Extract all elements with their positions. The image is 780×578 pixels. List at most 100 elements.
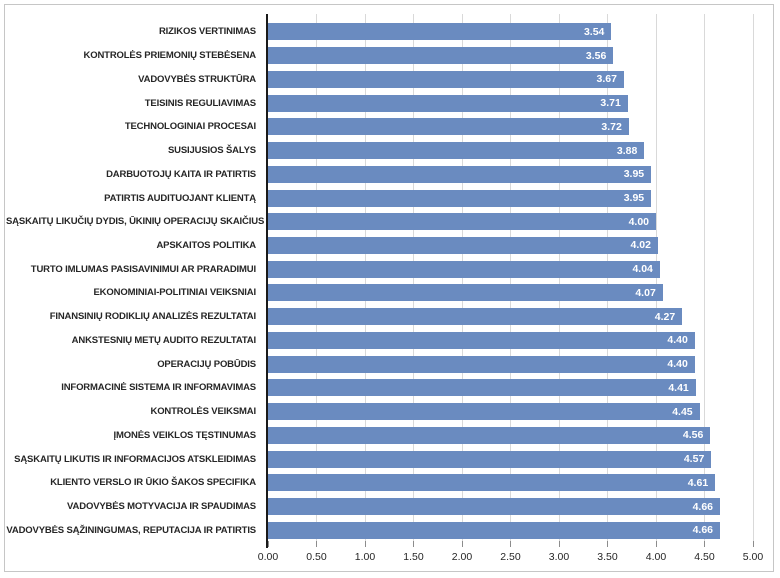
gridline xyxy=(413,14,414,546)
bar: 4.04 xyxy=(268,260,660,278)
bar: 3.71 xyxy=(268,94,628,112)
bar-row: TURTO IMLUMAS PASISAVINIMUI AR PRARADIMU… xyxy=(6,257,753,281)
x-tick-label: 3.50 xyxy=(597,551,618,563)
bar-row: OPERACIJŲ POBŪDIS 4.40 xyxy=(6,352,753,376)
bar-track: 4.27 xyxy=(268,308,753,326)
bar: 4.27 xyxy=(268,308,683,326)
bar-rows: RIZIKOS VERTINIMAS 3.54 KONTROLĖS PRIEMONI… xyxy=(6,20,753,542)
bar-value-label: 4.41 xyxy=(668,381,689,394)
bar: 3.67 xyxy=(268,70,624,88)
bar-track: 4.00 xyxy=(268,213,753,231)
bar-track: 3.72 xyxy=(268,118,753,136)
bar-track: 4.66 xyxy=(268,498,753,516)
category-label: FINANSINIŲ RODIKLIŲ ANALIZĖS REZULTATAI xyxy=(49,311,256,323)
gridline xyxy=(510,14,511,546)
bar: 3.95 xyxy=(268,165,652,183)
bar-value-label: 4.02 xyxy=(630,239,651,252)
bar-row: VADOVYBĖS STRUKTŪRA 3.67 xyxy=(6,67,753,91)
bar: 4.07 xyxy=(268,284,663,302)
tick-mark xyxy=(752,541,754,547)
category-label: ĮMONĖS VEIKLOS TĘSTINUMAS xyxy=(113,429,257,441)
bar: 3.56 xyxy=(268,47,614,65)
bar-value-label: 4.00 xyxy=(628,215,649,228)
bar-track: 4.66 xyxy=(268,521,753,539)
axis-tick-marks xyxy=(267,541,754,547)
gridline xyxy=(364,14,366,546)
bar-row: FINANSINIŲ RODIKLIŲ ANALIZĖS REZULTATAI 4… xyxy=(6,305,753,329)
bar: 4.40 xyxy=(268,355,695,373)
bar: 4.45 xyxy=(268,403,700,421)
bar-value-label: 3.95 xyxy=(623,168,645,181)
x-tick-label: 0.50 xyxy=(306,551,327,563)
x-tick-label: 0.00 xyxy=(257,551,279,563)
bar-value-label: 4.07 xyxy=(635,286,656,299)
bar: 4.56 xyxy=(268,426,711,444)
bar-value-label: 4.04 xyxy=(632,263,653,276)
bar-row: RIZIKOS VERTINIMAS 3.54 xyxy=(6,20,753,44)
bar-track: 4.40 xyxy=(268,355,753,373)
bar: 4.02 xyxy=(268,236,658,254)
category-label: TEISINIS REGULIAVIMAS xyxy=(144,97,256,109)
category-label: VADOVYBĖS STRUKTŪRA xyxy=(138,73,256,85)
bar-row: TECHNOLOGINIAI PROCESAI 3.72 xyxy=(6,115,753,139)
category-label: KLIENTO VERSLO IR ŪKIO ŠAKOS SPECIFIKA xyxy=(50,477,256,489)
category-label: PATIRTIS AUDITUOJANT KLIENTĄ xyxy=(104,192,256,204)
bar: 4.61 xyxy=(268,474,716,492)
bar-row: KONTROLĖS VEIKSMAI 4.45 xyxy=(6,400,753,424)
category-label: VADOVYBĖS SĄŽININGUMAS, REPUTACIJA IR PA… xyxy=(6,524,256,536)
bar-value-label: 4.66 xyxy=(692,500,714,513)
bar: 4.41 xyxy=(268,379,696,397)
bar-value-label: 4.61 xyxy=(687,476,709,489)
bar-value-label: 4.40 xyxy=(667,334,688,347)
gridline xyxy=(558,14,560,546)
bar-row: PATIRTIS AUDITUOJANT KLIENTĄ 3.95 xyxy=(6,186,753,210)
bar-row: VADOVYBĖS MOTYVACIJA IR SPAUDIMAS 4.66 xyxy=(6,495,753,519)
tick-mark xyxy=(364,541,366,547)
bar-row: SĄSKAITŲ LIKUČIŲ DYDIS, ŪKINIŲ OPERACIJŲ… xyxy=(6,210,753,234)
bar-track: 3.71 xyxy=(268,94,753,112)
category-label: SĄSKAITŲ LIKUČIŲ DYDIS, ŪKINIŲ OPERACIJŲ… xyxy=(6,216,265,228)
bar-row: VADOVYBĖS SĄŽININGUMAS, REPUTACIJA IR PA… xyxy=(6,518,753,542)
bar-track: 4.07 xyxy=(268,284,753,302)
category-axis-line xyxy=(266,14,268,548)
x-tick-label: 4.50 xyxy=(694,551,715,563)
gridline xyxy=(316,14,317,546)
tick-mark xyxy=(607,541,608,547)
category-label: OPERACIJŲ POBŪDIS xyxy=(157,358,256,370)
bar-track: 4.56 xyxy=(268,426,753,444)
bar-row: DARBUOTOJŲ KAITA IR PATIRTIS 3.95 xyxy=(6,162,753,186)
bar: 4.57 xyxy=(268,450,712,468)
x-tick-label: 2.50 xyxy=(500,551,521,563)
bar-value-label: 4.56 xyxy=(682,429,704,442)
gridline xyxy=(752,14,754,546)
bar-row: SUSIJUSIOS ŠALYS 3.88 xyxy=(6,139,753,163)
tick-mark xyxy=(316,541,317,547)
bar: 3.95 xyxy=(268,189,652,207)
bar: 4.40 xyxy=(268,331,695,349)
bar-track: 3.95 xyxy=(268,189,753,207)
bar-value-label: 3.67 xyxy=(596,73,617,86)
bar-row: ĮMONĖS VEIKLOS TĘSTINUMAS 4.56 xyxy=(6,423,753,447)
tick-mark xyxy=(413,541,414,547)
category-label: INFORMACINĖ SISTEMA IR INFORMAVIMAS xyxy=(61,382,256,394)
bar-value-label: 3.95 xyxy=(623,192,645,204)
bar: 4.66 xyxy=(268,498,721,516)
category-label: ANKSTESNIŲ METŲ AUDITO REZULTATAI xyxy=(71,334,256,346)
bar-track: 4.04 xyxy=(268,260,753,278)
category-label: KONTROLĖS PRIEMONIŲ STEBĖSENA xyxy=(83,50,257,62)
bar-track: 4.02 xyxy=(268,236,753,254)
tick-mark xyxy=(510,541,511,547)
category-label: DARBUOTOJŲ KAITA IR PATIRTIS xyxy=(106,168,256,180)
gridlines xyxy=(268,14,754,546)
bar-row: EKONOMINIAI-POLITINIAI VEIKSNIAI 4.07 xyxy=(6,281,753,305)
bar-track: 4.41 xyxy=(268,379,753,397)
bar-track: 3.56 xyxy=(268,47,753,65)
bar-value-label: 4.45 xyxy=(672,405,693,418)
bar: 3.88 xyxy=(268,142,645,160)
bar-value-label: 3.56 xyxy=(585,49,607,62)
bar-value-label: 4.27 xyxy=(654,310,676,323)
tick-mark xyxy=(267,541,269,547)
gridline xyxy=(655,14,657,546)
bar-row: TEISINIS REGULIAVIMAS 3.71 xyxy=(6,91,753,115)
